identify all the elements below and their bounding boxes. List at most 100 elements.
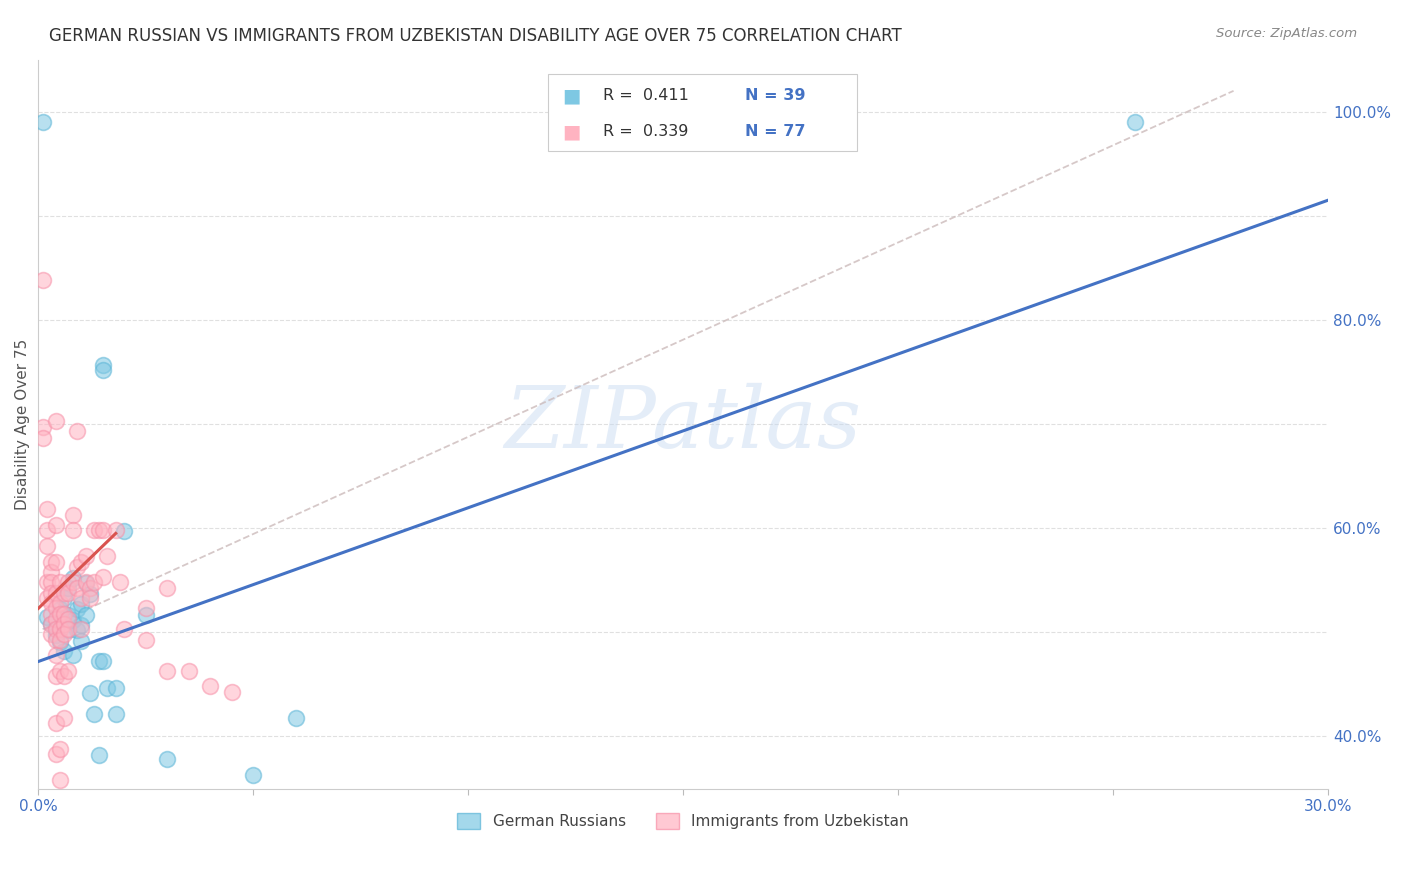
Point [66, 624, 89, 638]
Point [39, 627, 62, 641]
Point [44, 648, 66, 663]
Point [44, 669, 66, 683]
Point [62, 523, 84, 537]
Point [53, 627, 76, 641]
Point [70, 597, 93, 611]
Point [58, 622, 80, 636]
Point [53, 617, 76, 632]
Point [58, 575, 80, 590]
Point [44, 586, 66, 600]
Point [70, 618, 93, 632]
Point [49, 575, 72, 590]
Point [49, 596, 72, 610]
Point [70, 555, 93, 569]
Point [156, 581, 179, 595]
Text: N = 39: N = 39 [745, 88, 806, 103]
Point [53, 669, 76, 683]
Point [177, 664, 200, 678]
Point [62, 648, 84, 663]
Point [96, 549, 118, 564]
FancyBboxPatch shape [548, 74, 858, 151]
Point [96, 681, 118, 695]
Point [91, 523, 114, 537]
Legend: German Russians, Immigrants from Uzbekistan: German Russians, Immigrants from Uzbekis… [451, 807, 915, 836]
Point [66, 581, 89, 595]
Point [75, 575, 97, 590]
Point [58, 581, 80, 595]
Point [83, 523, 105, 537]
Point [44, 555, 66, 569]
Text: N = 77: N = 77 [745, 124, 806, 139]
Point [62, 613, 84, 627]
Point [44, 747, 66, 761]
Point [108, 575, 131, 590]
Point [79, 587, 101, 601]
Point [87, 748, 110, 763]
Point [49, 664, 72, 678]
Point [35, 591, 58, 605]
Point [44, 622, 66, 636]
Y-axis label: Disability Age Over 75: Disability Age Over 75 [15, 338, 30, 509]
Point [39, 565, 62, 579]
Point [91, 570, 114, 584]
Point [62, 571, 84, 585]
Point [49, 690, 72, 704]
Point [39, 617, 62, 632]
Point [39, 617, 62, 632]
Point [91, 358, 114, 372]
Point [44, 632, 66, 647]
Point [49, 634, 72, 648]
Point [44, 612, 66, 626]
Point [66, 425, 89, 439]
Point [44, 622, 66, 636]
Point [91, 655, 114, 669]
Point [1123, 115, 1146, 129]
Point [156, 752, 179, 766]
Point [83, 575, 105, 590]
Point [58, 586, 80, 600]
Point [53, 586, 76, 600]
Point [79, 686, 101, 700]
Point [35, 502, 58, 516]
Text: R =  0.411: R = 0.411 [603, 88, 689, 103]
Point [70, 633, 93, 648]
Point [104, 706, 127, 721]
Text: GERMAN RUSSIAN VS IMMIGRANTS FROM UZBEKISTAN DISABILITY AGE OVER 75 CORRELATION : GERMAN RUSSIAN VS IMMIGRANTS FROM UZBEKI… [49, 27, 903, 45]
Point [49, 742, 72, 756]
Point [66, 602, 89, 616]
Point [39, 555, 62, 569]
Point [200, 680, 222, 694]
Point [53, 591, 76, 605]
Point [44, 518, 66, 533]
Point [53, 644, 76, 658]
Point [112, 622, 135, 636]
Point [62, 508, 84, 522]
Point [104, 681, 127, 695]
Point [104, 523, 127, 537]
Point [31, 420, 53, 434]
Point [58, 664, 80, 678]
Point [53, 607, 76, 621]
Point [39, 586, 62, 600]
Point [39, 596, 62, 610]
Point [91, 363, 114, 377]
Point [79, 581, 101, 595]
Point [58, 612, 80, 626]
Point [112, 524, 135, 539]
Point [35, 609, 58, 624]
Point [135, 607, 157, 622]
Point [62, 575, 84, 590]
Text: R =  0.339: R = 0.339 [603, 124, 689, 139]
Point [49, 773, 72, 788]
Point [53, 711, 76, 725]
Point [49, 622, 72, 636]
Point [58, 607, 80, 622]
Point [39, 575, 62, 590]
Point [75, 607, 97, 622]
Point [83, 706, 105, 721]
Point [31, 431, 53, 445]
Text: ■: ■ [562, 122, 581, 141]
Point [31, 273, 53, 287]
Point [242, 768, 264, 782]
Point [135, 601, 157, 615]
